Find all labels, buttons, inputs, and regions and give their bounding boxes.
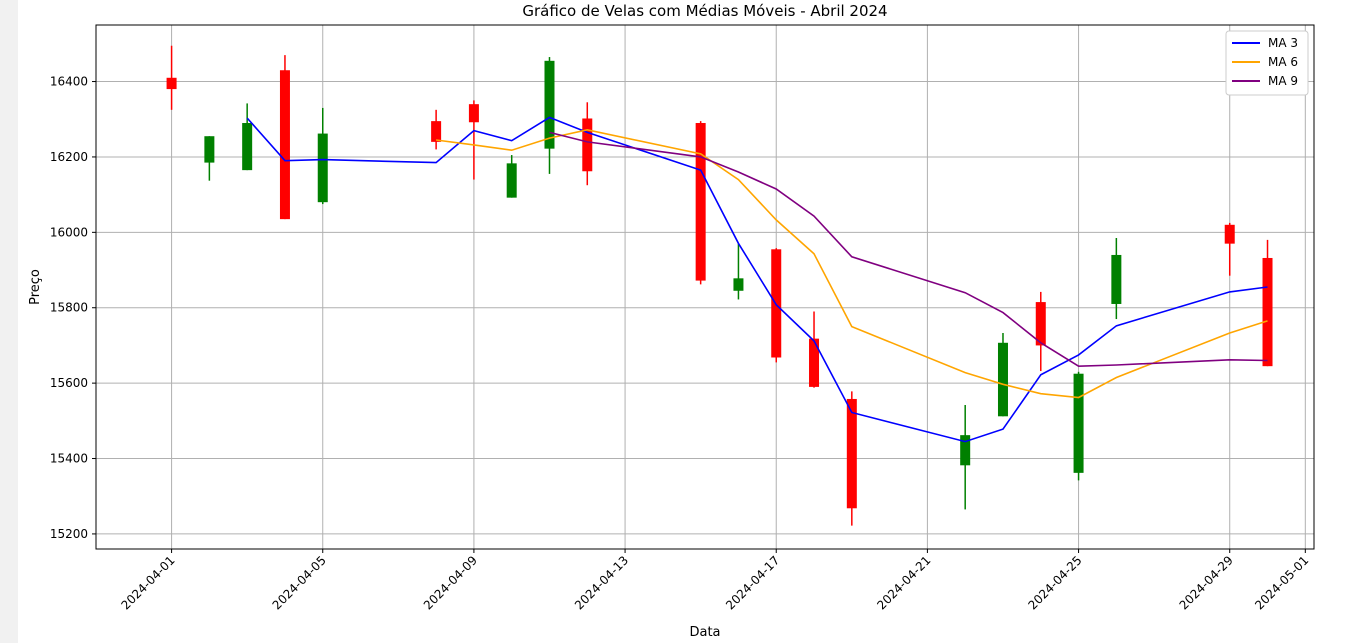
candle: [279, 55, 290, 220]
candle: [733, 243, 744, 300]
candle: [1224, 222, 1235, 276]
candle-body: [1262, 257, 1273, 367]
candle-body: [544, 60, 555, 149]
x-tick-label: 2024-05-01: [1252, 553, 1311, 612]
candle-body: [733, 278, 744, 291]
ma-line-ma9: [549, 131, 1268, 368]
candle-body: [695, 123, 706, 281]
page-left-strip: [0, 0, 18, 643]
ma-line-ma6: [435, 128, 1268, 399]
candle-body: [204, 136, 215, 163]
candle: [468, 100, 479, 180]
candle-body: [1073, 373, 1084, 473]
y-axis-label: Preço: [28, 269, 43, 305]
y-tick-label: 16000: [50, 225, 88, 239]
legend-box: [1225, 30, 1309, 96]
x-tick-label: 2024-04-29: [1177, 553, 1236, 612]
candle: [695, 121, 706, 285]
x-tick-label: 2024-04-25: [1025, 553, 1084, 612]
x-tick-label: 2024-04-17: [723, 553, 782, 612]
chart-title: Gráfico de Velas com Médias Móveis - Abr…: [522, 2, 887, 20]
candle: [997, 332, 1008, 417]
candle-body: [468, 104, 479, 123]
candle-body: [809, 338, 820, 387]
moving-average-lines: [246, 116, 1268, 443]
axis-ticks: 15200 15400 15600 15800 16000 16200 16400 2024-…: [50, 75, 1312, 613]
ma-line-ma3: [246, 116, 1268, 443]
y-tick-label: 16200: [50, 150, 88, 164]
candle-body: [431, 121, 442, 142]
candle-body: [279, 70, 290, 220]
candle: [846, 391, 857, 526]
candle-body: [997, 342, 1008, 417]
candle-body: [1224, 224, 1235, 244]
candle: [1111, 237, 1122, 320]
candle: [960, 404, 971, 510]
y-tick-label: 15600: [50, 376, 88, 390]
x-axis-label: Data: [689, 625, 720, 640]
grid-lines: [96, 25, 1314, 549]
candle: [809, 311, 820, 388]
candle: [1262, 239, 1273, 367]
y-tick-label: 15400: [50, 452, 88, 466]
candle-body: [317, 133, 328, 203]
y-tick-label: 15800: [50, 301, 88, 315]
legend-label: MA 9: [1268, 74, 1298, 88]
x-tick-label: 2024-04-13: [572, 553, 631, 612]
candle: [242, 103, 253, 171]
candle-body: [1111, 254, 1122, 304]
y-tick-label: 16400: [50, 75, 88, 89]
candle-body: [1035, 302, 1046, 346]
candle: [544, 57, 555, 174]
candle: [431, 109, 442, 150]
candle: [166, 45, 177, 110]
candle: [317, 107, 328, 205]
candle-body: [960, 435, 971, 466]
candle: [582, 102, 593, 186]
candle: [204, 136, 215, 181]
candle-body: [582, 118, 593, 172]
plot-frame: [95, 24, 1315, 550]
x-tick-label: 2024-04-09: [421, 553, 480, 612]
legend-label: MA 6: [1268, 55, 1298, 69]
candle: [1073, 371, 1084, 481]
candles: [166, 45, 1273, 526]
x-tick-label: 2024-04-01: [118, 553, 177, 612]
candle-body: [846, 398, 857, 509]
legend: MA 3 MA 6 MA 9: [1225, 30, 1309, 96]
y-tick-label: 15200: [50, 527, 88, 541]
candle-body: [242, 123, 253, 171]
candle: [1035, 291, 1046, 372]
candle-body: [166, 77, 177, 90]
legend-label: MA 3: [1268, 36, 1298, 50]
candle: [506, 155, 517, 198]
x-tick-label: 2024-04-21: [874, 553, 933, 612]
candle-body: [506, 163, 517, 198]
x-tick-label: 2024-04-05: [270, 553, 329, 612]
